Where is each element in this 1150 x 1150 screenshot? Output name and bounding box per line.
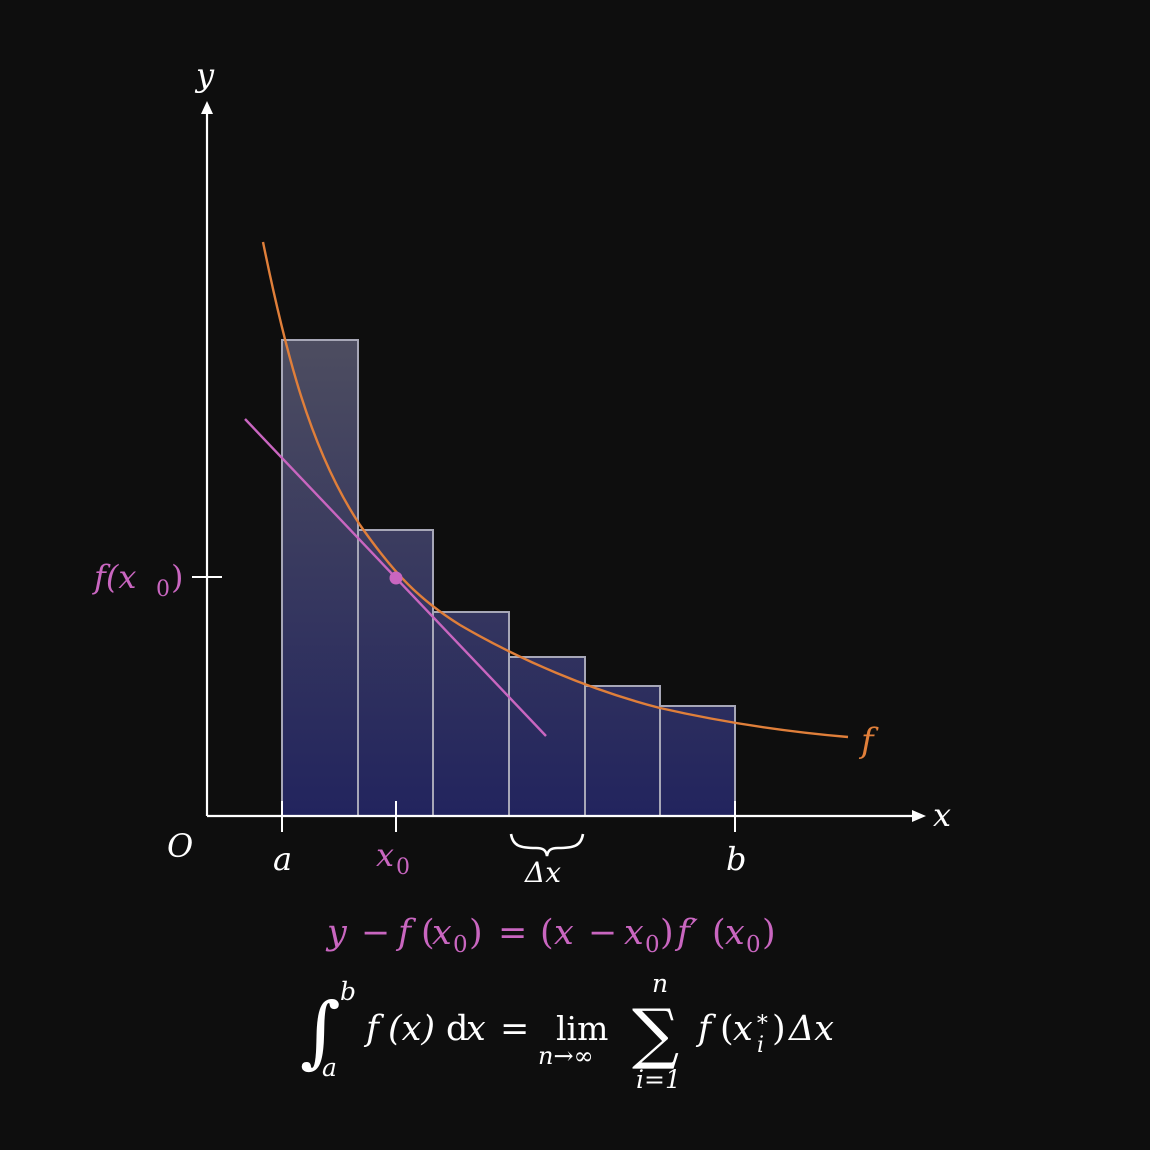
differential-d: d <box>446 1009 468 1049</box>
differential-x: x <box>466 1009 486 1049</box>
eq-minus-2: − <box>588 913 617 953</box>
curve-label-f: f <box>858 721 879 761</box>
riemann-rectangles <box>281 339 736 817</box>
eq-sub-2: 0 <box>645 932 660 958</box>
sum-lower: i=1 <box>636 1065 681 1094</box>
x-axis-arrow <box>912 810 926 822</box>
f-x0-text: f(x <box>92 558 136 596</box>
term-open: ( <box>720 1009 734 1049</box>
term-superscript: ∗ <box>755 1007 770 1032</box>
eq-close-3: ) <box>762 913 776 953</box>
origin-label: O <box>167 827 193 865</box>
eq-fprime: f′ <box>674 913 698 953</box>
integrand-f: f <box>363 1009 385 1049</box>
tick-label-b: b <box>726 840 746 878</box>
integral-equals: = <box>500 1009 529 1049</box>
axes <box>205 108 918 818</box>
integral-upper: b <box>340 977 356 1006</box>
eq-close-1: ) <box>469 913 483 953</box>
rect-6 <box>659 705 736 817</box>
y-axis-label: y <box>194 56 215 94</box>
eq-close-2: ) <box>660 913 674 953</box>
f-x0-label: f(x 0 ) <box>92 558 183 602</box>
integrand-args: (x) <box>388 1009 435 1049</box>
eq-sub-1: 0 <box>453 932 468 958</box>
term-close: ) <box>772 1009 786 1049</box>
rect-3 <box>432 611 510 817</box>
rect-1 <box>281 339 359 817</box>
eq-x-4: x <box>725 913 745 953</box>
x-axis-label: x <box>933 796 951 834</box>
term-subscript: i <box>757 1033 764 1058</box>
limit-lim: lim <box>556 1009 608 1048</box>
rect-5 <box>584 685 661 817</box>
term-f: f <box>695 1009 717 1049</box>
eq-y: y <box>325 913 348 953</box>
term-delta-x: Δx <box>787 1009 834 1049</box>
eq-sub-3: 0 <box>746 932 761 958</box>
eq-open-2: ( <box>540 913 554 953</box>
sum-upper: n <box>652 969 668 998</box>
integral-sign: ∫ <box>300 987 341 1077</box>
eq-f: f <box>395 913 417 953</box>
delta-x-brace <box>509 833 585 857</box>
integral-lower: a <box>322 1053 337 1082</box>
curve-f <box>261 241 849 739</box>
term-x: x <box>733 1009 753 1049</box>
eq-minus-1: − <box>361 913 390 953</box>
eq-open-1: ( <box>421 913 435 953</box>
delta-x-label: Δx <box>524 856 561 889</box>
f-x0-close: ) <box>171 558 183 596</box>
f-x0-subscript: 0 <box>156 577 170 602</box>
tick-label-a: a <box>273 840 292 878</box>
eq-x-1: x <box>432 913 452 953</box>
rect-4 <box>508 656 586 817</box>
eq-open-3: ( <box>712 913 726 953</box>
tick-label-x0: x 0 <box>376 836 410 880</box>
x0-subscript: 0 <box>396 855 410 880</box>
sum-sign: ∑ <box>632 995 679 1072</box>
eq-x-2: x <box>554 913 574 953</box>
y-axis-arrow <box>201 101 213 114</box>
x0-letter: x <box>376 836 394 874</box>
integral-equation: ∫ b a f (x) d x = lim n→∞ ∑ n i=1 f ( x … <box>300 969 834 1094</box>
eq-x-3: x <box>624 913 644 953</box>
eq-equals: = <box>498 913 527 953</box>
limit-subscript: n→∞ <box>538 1042 594 1070</box>
tangent-point <box>389 571 403 585</box>
tangent-equation: y − f ( x 0 ) = ( x − x 0 ) f′ ( x 0 ) <box>325 913 776 958</box>
